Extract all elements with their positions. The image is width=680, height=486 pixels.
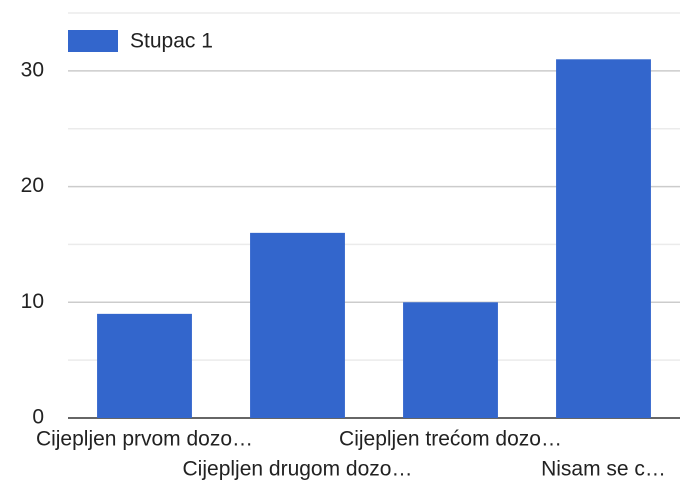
bar — [97, 313, 192, 418]
legend-label: Stupac 1 — [130, 30, 213, 53]
x-tick-label: Cijepljen drugom dozo… — [183, 458, 413, 481]
bar — [403, 302, 498, 418]
x-tick-label: Cijepljen trećom dozo… — [339, 428, 562, 451]
y-tick-label: 20 — [21, 174, 44, 197]
y-tick-label: 30 — [21, 58, 44, 81]
x-tick-label: Nisam se c… — [541, 458, 666, 481]
bar — [556, 59, 651, 419]
legend-swatch — [68, 30, 118, 52]
bar — [250, 232, 345, 418]
x-tick-label: Cijepljen prvom dozo… — [36, 428, 253, 451]
y-tick-label: 10 — [21, 290, 44, 313]
y-tick-label: 0 — [32, 406, 44, 429]
